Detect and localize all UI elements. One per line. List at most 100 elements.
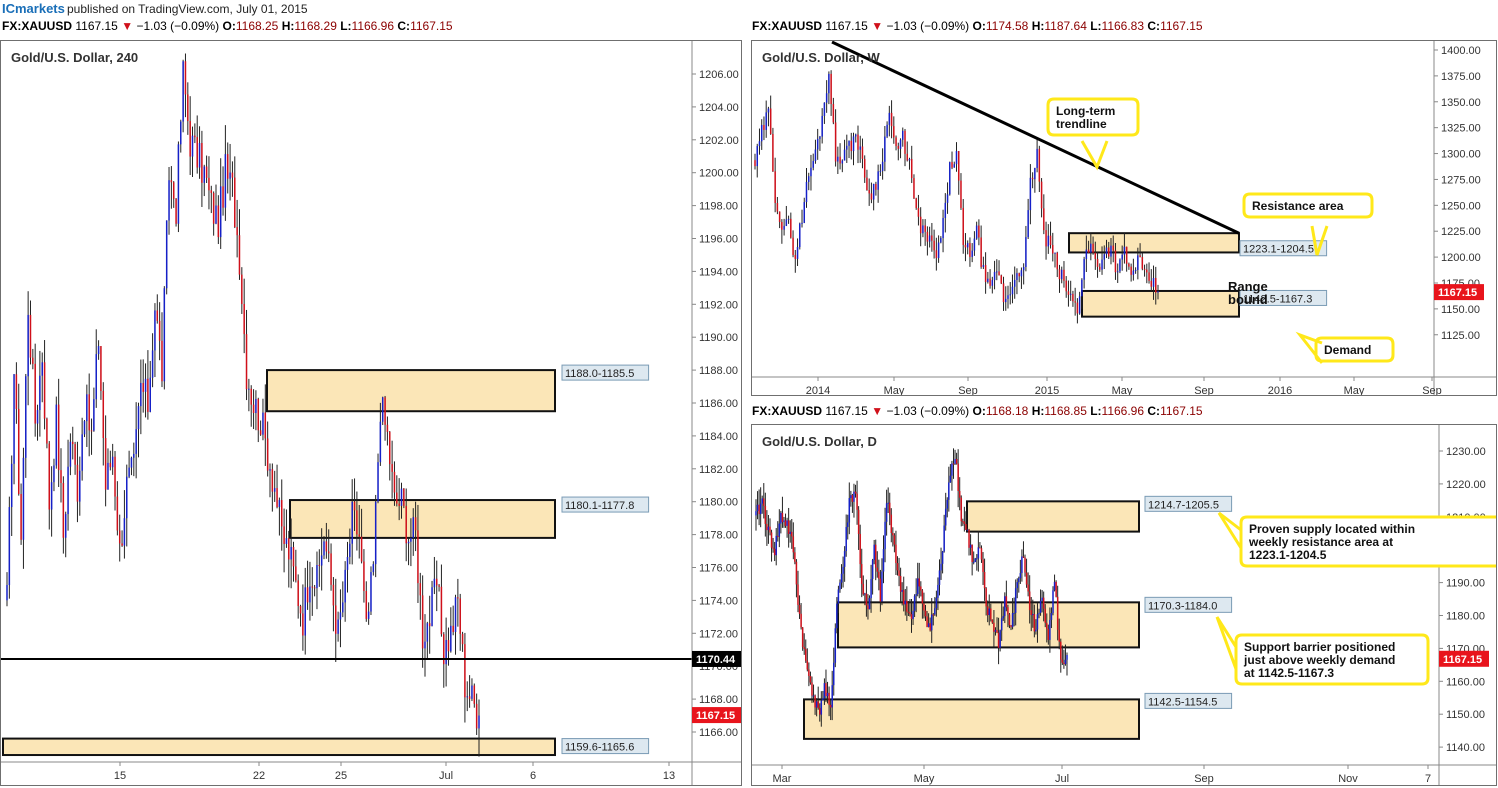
candle-body — [871, 560, 874, 579]
candle-body — [377, 462, 379, 502]
time-tick-label: 7 — [1425, 773, 1431, 785]
candle-body — [278, 500, 281, 508]
candle-body — [1005, 596, 1008, 608]
weekly-chart[interactable]: 1125.001150.001175.001200.001225.001250.… — [752, 41, 1497, 396]
candle-body — [831, 685, 833, 708]
candle-body — [1107, 247, 1110, 257]
candle-body — [342, 602, 344, 613]
candle-body — [937, 584, 939, 598]
candle-body — [67, 466, 69, 515]
zone-box — [289, 499, 556, 539]
candle-body — [118, 530, 121, 544]
candle-body — [955, 151, 958, 165]
candle-body — [819, 136, 821, 139]
candle-body — [795, 561, 798, 585]
candle-body — [1157, 291, 1159, 293]
candle-body — [180, 121, 182, 145]
candle-body — [890, 112, 893, 127]
price: 1167.15 — [75, 19, 118, 33]
candle-body — [1123, 246, 1126, 255]
candle-body — [1052, 590, 1054, 614]
h4-chart-panel[interactable]: 1166.00 1168.00 1170.00 1172.00 1174.00 1176.… — [0, 40, 742, 786]
candle-body — [410, 537, 412, 542]
daily-chart[interactable]: 1140.001150.001160.001170.001180.001190.… — [752, 425, 1497, 786]
candle-body — [229, 172, 231, 179]
candle-body — [996, 271, 998, 273]
price-tick-label: 1178.00 — [699, 530, 738, 542]
candle-body — [46, 418, 48, 444]
brand-logo[interactable]: ICmarkets — [2, 1, 65, 16]
weekly-chart-panel[interactable]: 1125.00 1150.00 1175.00 1200.00 1225.00 1250.… — [751, 40, 1497, 396]
candle-body — [811, 682, 813, 696]
candle-body — [910, 614, 913, 620]
candle-body — [393, 471, 396, 493]
candle-body — [781, 221, 783, 230]
candle-body — [797, 584, 799, 605]
candle-body — [363, 561, 365, 592]
candle-body — [976, 558, 978, 560]
time-tick-label: Sep — [1194, 773, 1214, 785]
candle-body — [881, 161, 884, 171]
candle-body — [805, 181, 808, 203]
price-tick-label: 1400.00 — [1441, 45, 1481, 57]
candle-body — [280, 500, 283, 527]
candle-body — [421, 595, 424, 649]
candle-body — [837, 156, 839, 162]
candle-body — [27, 314, 29, 377]
candle-body — [803, 202, 806, 223]
candle-body — [226, 154, 229, 179]
candle-body — [156, 310, 159, 321]
candle-body — [1116, 271, 1119, 273]
candle-body — [923, 603, 925, 611]
candle-body — [877, 171, 879, 190]
candle-body — [830, 73, 832, 105]
candle-body — [1007, 607, 1009, 615]
candle-body — [1020, 270, 1023, 277]
candle-body — [875, 183, 877, 190]
candle-body — [769, 526, 771, 533]
high-value: 1168.29 — [294, 19, 337, 33]
price-tick-label: 1150.00 — [1446, 709, 1485, 721]
candle-body — [784, 520, 787, 526]
candle-body — [926, 231, 929, 242]
price-tick-label: 1196.00 — [699, 234, 738, 246]
low-value: 1166.96 — [351, 19, 395, 33]
candle-body — [273, 488, 276, 492]
candle-body — [908, 158, 911, 161]
candle-body — [15, 374, 18, 409]
h4-chart[interactable]: 1166.001168.001170.001172.001174.001176.… — [1, 41, 742, 786]
candle-body — [1055, 581, 1057, 597]
candle-body — [1078, 296, 1081, 314]
candle-body — [761, 498, 763, 504]
candle-body — [754, 160, 756, 167]
candle-body — [852, 136, 855, 152]
candle-body — [443, 634, 445, 665]
candle-body — [64, 514, 67, 538]
candle-body — [919, 216, 922, 234]
candle-body — [140, 382, 142, 407]
price-tick-label: 1200.00 — [699, 168, 739, 180]
candle-body — [962, 207, 964, 245]
candle-body — [892, 532, 894, 536]
candle-body — [62, 483, 65, 538]
candle-body — [841, 160, 844, 164]
candle-body — [857, 509, 860, 534]
time-tick-label: Jul — [1055, 773, 1069, 785]
price-tick-label: 1188.00 — [699, 365, 738, 377]
candle-body — [786, 520, 788, 526]
candle-body — [756, 504, 759, 512]
candle-body — [1110, 245, 1112, 257]
candle-body — [980, 548, 983, 560]
daily-chart-panel[interactable]: 1140.00 1150.00 1160.00 1170.00 1180.00 1190.… — [751, 424, 1497, 786]
candle-body — [81, 434, 83, 471]
candle-body — [1047, 628, 1050, 640]
candle-body — [313, 587, 316, 589]
candle-body — [865, 593, 868, 606]
candle-body — [1038, 612, 1040, 615]
candle-body — [859, 533, 861, 565]
candle-body — [224, 154, 227, 208]
candle-body — [882, 549, 885, 572]
candle-body — [1024, 557, 1026, 573]
time-tick-label: 2015 — [1035, 385, 1059, 396]
zone-label: 1142.5-1167.3 — [1243, 293, 1312, 305]
